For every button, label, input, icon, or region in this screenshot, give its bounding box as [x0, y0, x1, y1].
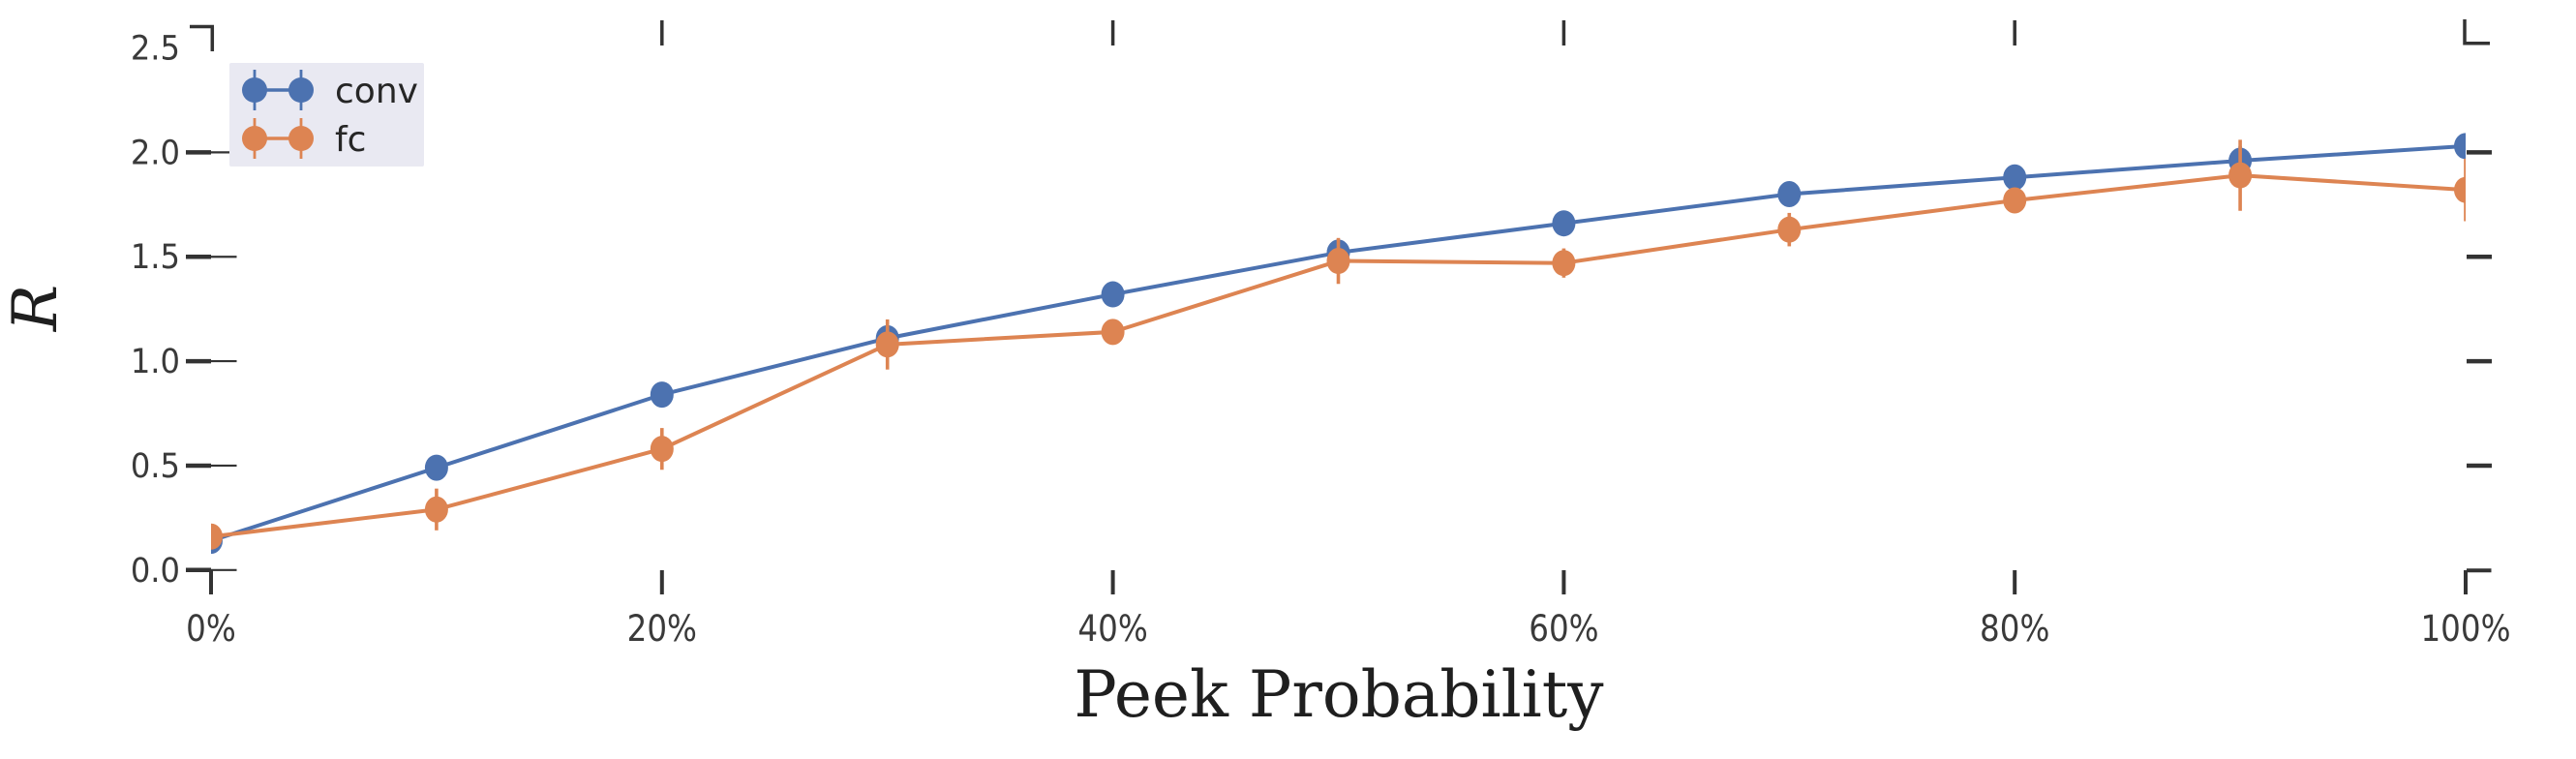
data-point: [2454, 133, 2466, 160]
legend-marker: [242, 126, 267, 151]
data-point: [650, 436, 674, 463]
data-point: [650, 381, 674, 409]
data-point: [2228, 162, 2253, 189]
x-tick-label: 20%: [627, 609, 697, 650]
series-layer: [211, 133, 2466, 555]
data-point: [1326, 248, 1350, 275]
data-point: [2003, 164, 2027, 191]
x-tick-label: 100%: [2420, 609, 2510, 650]
y-tick-label: 2.5: [131, 28, 180, 68]
data-point: [1101, 281, 1125, 308]
data-point: [875, 331, 899, 358]
data-point: [424, 496, 448, 523]
data-point: [211, 523, 223, 550]
data-point: [2454, 176, 2466, 203]
x-axis-label: Peek Probability: [1074, 657, 1604, 732]
x-tick-label: 80%: [1980, 609, 2049, 650]
legend-marker: [242, 77, 267, 103]
x-tick-label: 40%: [1077, 609, 1147, 650]
data-point: [424, 454, 448, 481]
x-tick-label: 0%: [186, 609, 236, 650]
y-tick-label: 1.5: [131, 237, 180, 277]
y-tick-label: 0.5: [131, 446, 180, 486]
legend-marker: [288, 126, 314, 151]
y-tick-label: 0.0: [131, 551, 180, 591]
data-point: [1552, 210, 1576, 237]
x-tick-label: 60%: [1529, 609, 1598, 650]
data-point: [1101, 319, 1125, 346]
legend-label-fc: fc: [335, 120, 366, 160]
series-conv: [211, 133, 2466, 555]
y-tick-label: 2.0: [131, 133, 180, 172]
data-point: [1777, 216, 1802, 243]
legend-label-conv: conv: [335, 72, 418, 111]
axis-ticks: 0.0 0.5 1.0 1.5 2.0 2.5 0% 20% 40% 60% 80% 100%: [131, 19, 2511, 651]
legend-handles: [242, 70, 314, 159]
y-tick-label: 1.0: [131, 342, 180, 381]
legend-marker: [288, 77, 314, 103]
data-point: [1777, 181, 1802, 208]
series-line: [211, 173, 2466, 539]
series-fc: [211, 139, 2466, 550]
series-line: [211, 143, 2466, 543]
data-point: [1552, 250, 1576, 277]
y-axis-label: R: [0, 285, 72, 332]
axis-labels: Peek Probability R: [0, 285, 1604, 732]
data-point: [2003, 187, 2027, 214]
legend: conv fc: [229, 63, 424, 167]
